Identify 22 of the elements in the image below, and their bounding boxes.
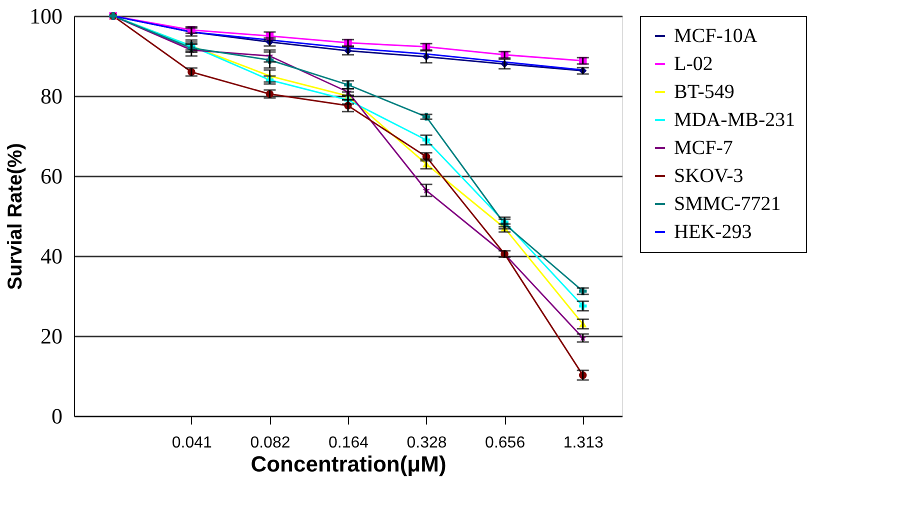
legend-label: MCF-10A: [674, 25, 758, 47]
y-tick-label: 100: [30, 4, 62, 28]
x-axis-title: Concentration(μM): [250, 452, 446, 476]
x-tick-label: 0.082: [250, 434, 290, 452]
legend-label: SKOV-3: [674, 165, 744, 187]
x-tick-label: 0.656: [485, 434, 526, 452]
y-tick-label: 60: [40, 164, 62, 188]
x-tick-label: 0.041: [172, 434, 212, 452]
y-tick-label: 0: [52, 404, 62, 428]
legend-label: L-02: [674, 53, 713, 75]
x-tick-label: 1.313: [563, 434, 604, 452]
y-tick-label: 80: [40, 84, 62, 108]
legend-label: MDA-MB-231: [674, 109, 796, 131]
legend-label: SMMC-7721: [674, 193, 781, 215]
y-tick-label: 20: [40, 324, 62, 348]
y-axis-title: Survial Rate(%): [4, 143, 26, 290]
x-tick-label: 0.328: [406, 434, 447, 452]
legend-label: HEK-293: [674, 221, 752, 243]
y-tick-label: 40: [40, 244, 62, 268]
legend-label: BT-549: [674, 81, 734, 103]
legend-label: MCF-7: [674, 137, 733, 159]
x-tick-label: 0.164: [328, 434, 369, 452]
